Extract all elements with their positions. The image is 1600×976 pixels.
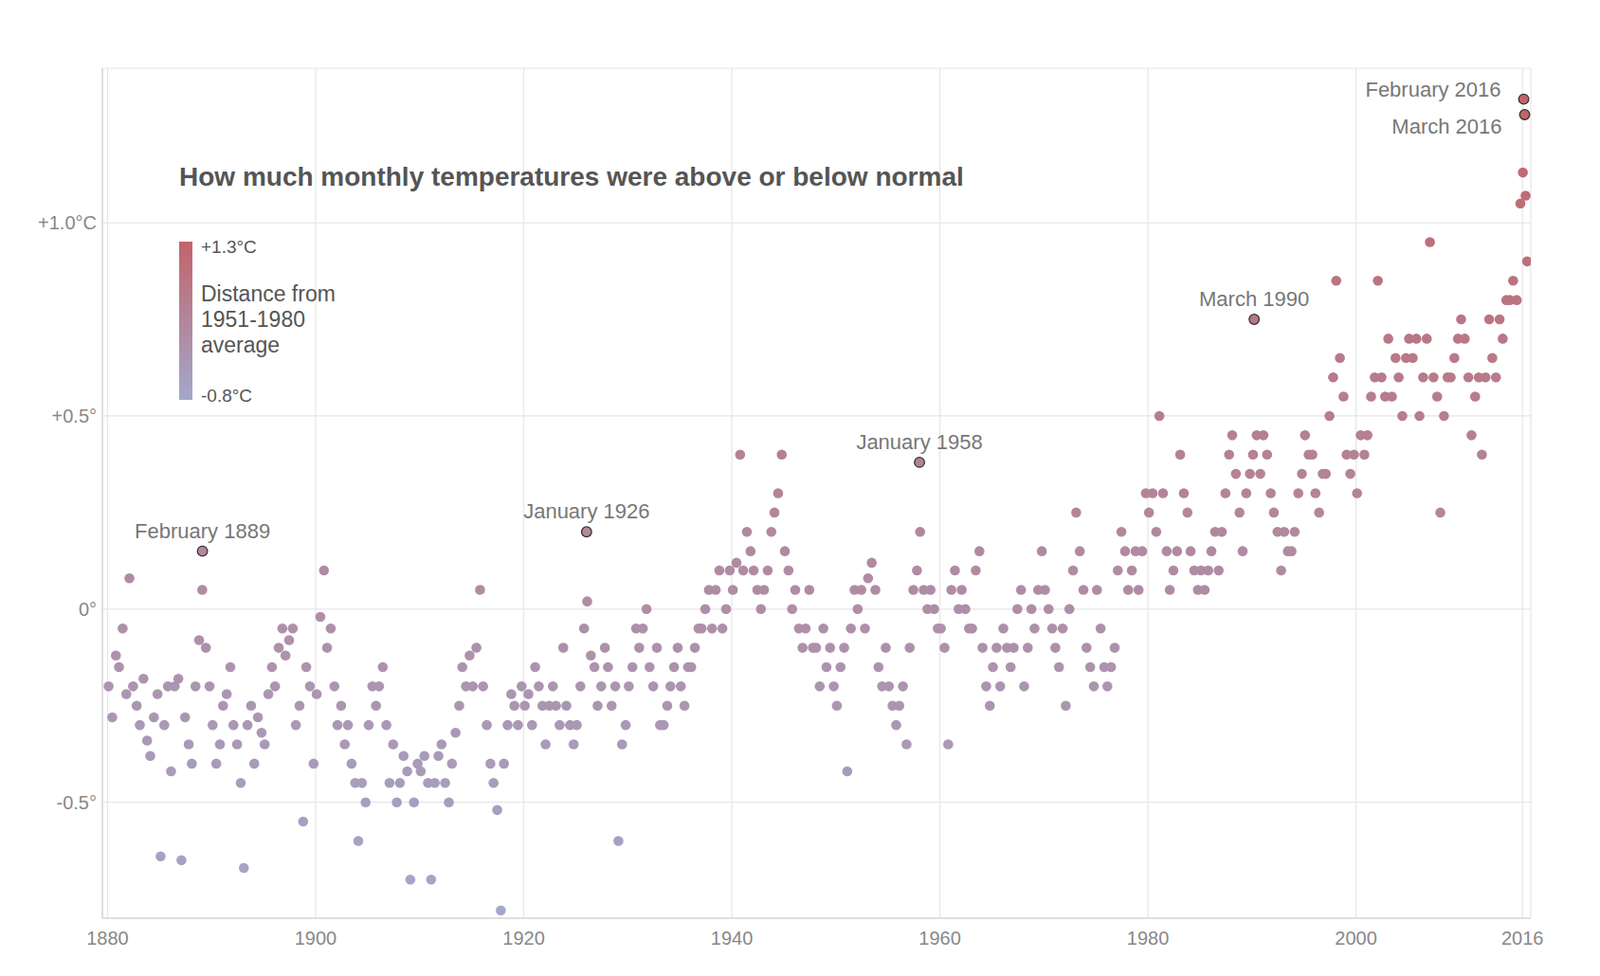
svg-text:Distance from: Distance from	[200, 281, 336, 307]
svg-text:1980: 1980	[1127, 927, 1170, 949]
svg-text:0°: 0°	[78, 599, 97, 620]
svg-text:1940: 1940	[710, 927, 754, 949]
svg-text:2016: 2016	[1501, 927, 1545, 949]
svg-text:1951-1980: 1951-1980	[200, 307, 306, 332]
svg-text:1920: 1920	[502, 927, 546, 949]
svg-text:January 1926: January 1926	[523, 499, 650, 524]
svg-text:-0.5°: -0.5°	[56, 792, 97, 814]
svg-text:+1.3°C: +1.3°C	[200, 236, 257, 257]
svg-text:+1.0°C: +1.0°C	[37, 212, 97, 234]
svg-text:+0.5°: +0.5°	[52, 405, 97, 427]
svg-text:March 2016: March 2016	[1391, 114, 1502, 139]
svg-text:January 1958: January 1958	[855, 430, 982, 455]
svg-text:-0.8°C: -0.8°C	[200, 385, 253, 406]
svg-text:How much monthly temperatures: How much monthly temperatures were above…	[179, 162, 964, 192]
svg-text:2000: 2000	[1334, 927, 1378, 949]
svg-text:March 1990: March 1990	[1199, 287, 1310, 311]
svg-text:February 2016: February 2016	[1364, 77, 1501, 102]
svg-text:average: average	[200, 332, 280, 358]
svg-text:February 1889: February 1889	[134, 519, 271, 544]
svg-text:1900: 1900	[294, 927, 338, 949]
svg-text:1960: 1960	[918, 927, 962, 949]
svg-text:1880: 1880	[86, 927, 129, 949]
